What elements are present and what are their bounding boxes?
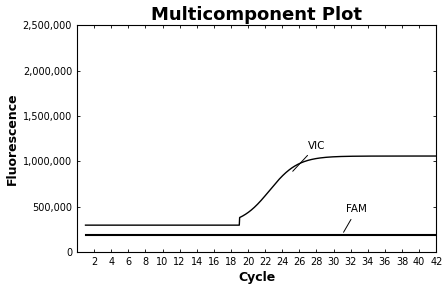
Y-axis label: Fluorescence: Fluorescence bbox=[5, 93, 18, 185]
Text: VIC: VIC bbox=[293, 141, 325, 171]
Title: Multicomponent Plot: Multicomponent Plot bbox=[151, 6, 362, 23]
Text: FAM: FAM bbox=[344, 204, 367, 232]
X-axis label: Cycle: Cycle bbox=[238, 271, 275, 284]
